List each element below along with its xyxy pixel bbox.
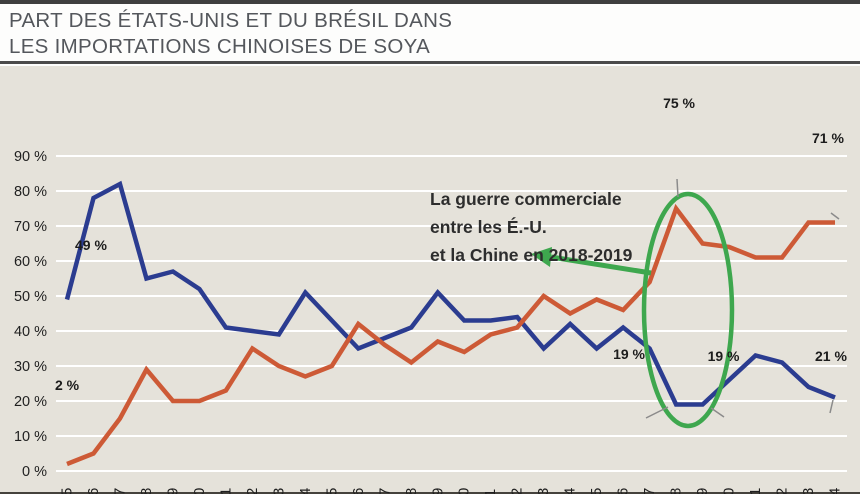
title-line-1: PART DES ÉTATS-UNIS ET DU BRÉSIL DANS (9, 9, 453, 32)
trade-war-annotation: La guerre commerciale entre les É.-U. et… (430, 185, 632, 269)
point-label-us-2019: 19 % (707, 347, 740, 364)
x-axis-label: 2015 (588, 488, 605, 494)
annotation-line-3: et la Chine en 2018-2019 (430, 245, 633, 265)
brazil-line (66, 203, 835, 467)
annotation-line-1: La guerre commerciale (430, 189, 622, 209)
point-label-brazil-2018: 75 % (663, 94, 696, 111)
x-axis-label: 2020 (721, 488, 738, 494)
y-axis-label: 0 % (22, 464, 47, 480)
x-axis-label: 2023 (800, 488, 817, 494)
x-axis-label: 2018 (668, 488, 685, 494)
x-axis-label: 2010 (456, 488, 473, 494)
x-axis-label: 2013 (535, 488, 552, 494)
y-axis-label: 20 % (14, 394, 47, 410)
title-divider (0, 61, 860, 64)
trade-war-arrow-shaft (550, 254, 652, 276)
x-axis-label: 1997 (111, 488, 128, 494)
leader-line (829, 399, 834, 414)
x-axis-label: 2004 (297, 488, 314, 494)
leader-line (645, 406, 669, 419)
x-axis-label: 2008 (403, 488, 420, 494)
x-axis-label: 2021 (747, 488, 764, 494)
chart-panel: 0 % 10 % 20 % 30 % 40 % 50 % 60 % 70 % 80 % 90 % 1… (0, 66, 860, 494)
x-axis-label: 1998 (138, 488, 155, 494)
us-line (64, 180, 836, 407)
y-axis-label: 10 % (14, 429, 47, 445)
y-axis-label: 90 % (14, 149, 47, 165)
point-label-brazil-1995: 2 % (55, 377, 80, 393)
line-chart: 0 % 10 % 20 % 30 % 40 % 50 % 60 % 70 % 80 % 90 % 1… (14, 149, 847, 494)
point-label-us-2024: 21 % (815, 347, 847, 364)
point-label-us-1995: 49 % (75, 236, 107, 253)
leader-line (676, 178, 679, 198)
x-axis-label: 2000 (191, 488, 208, 494)
leader-line (830, 212, 840, 220)
x-axis-label: 2012 (509, 488, 526, 494)
x-axis-label: 2011 (482, 489, 499, 494)
y-axis-label: 60 % (14, 254, 47, 270)
x-axis-label: 2022 (774, 488, 791, 494)
point-label-brazil-2024: 71 % (812, 129, 844, 146)
chart-title: PART DES ÉTATS-UNIS ET DU BRÉSIL DANS LE… (9, 8, 452, 60)
x-axis-label: 2009 (429, 488, 446, 494)
title-line-2: LES IMPORTATIONS CHINOISES DE SOYA (9, 35, 431, 58)
y-axis-label: 70 % (14, 219, 47, 235)
x-axis-label: 1999 (164, 488, 181, 494)
x-axis-label: 2017 (641, 488, 658, 494)
x-axis-label: 2006 (350, 488, 367, 494)
trade-war-ellipse (641, 191, 735, 429)
top-rule (0, 0, 860, 4)
x-axis-label: 2019 (694, 488, 711, 494)
x-axis-label: 2014 (562, 488, 579, 494)
x-axis-label: 1996 (85, 488, 102, 494)
y-axis-label: 40 % (14, 324, 47, 340)
x-axis-label: 2001 (217, 488, 234, 494)
x-axis-label: 2007 (376, 488, 393, 494)
x-axis-label: 1995 (59, 488, 76, 494)
y-axis-label: 30 % (14, 359, 47, 375)
x-axis-label: 2024 (827, 488, 844, 494)
x-axis-label: 2002 (244, 488, 261, 494)
y-axis-label: 50 % (14, 289, 47, 305)
x-axis-label: 2003 (270, 488, 287, 494)
x-axis-label: 2016 (615, 488, 632, 494)
trade-war-arrow-head (531, 247, 552, 267)
x-axis-label: 2005 (323, 488, 340, 494)
leader-line (710, 407, 725, 418)
annotation-line-2: entre les É.-U. (430, 217, 547, 237)
y-axis-label: 80 % (14, 184, 47, 200)
point-label-us-2018: 19 % (613, 345, 646, 362)
